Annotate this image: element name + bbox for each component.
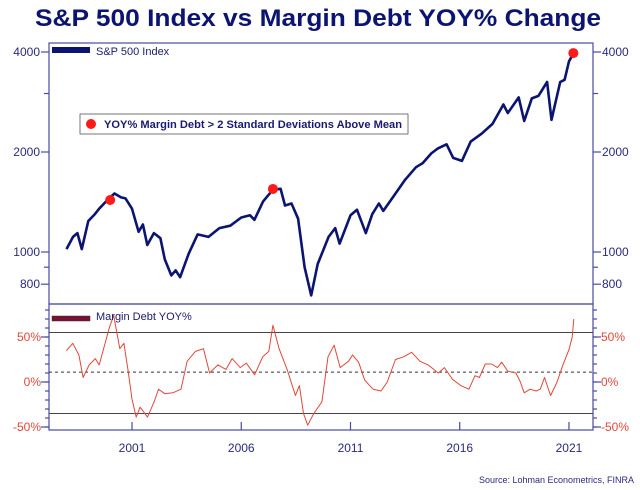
y-tick-label-left: 50%: [17, 330, 41, 344]
chart-title: S&P 500 Index vs Margin Debt YOY% Change: [35, 5, 601, 32]
marker-legend-label: YOY% Margin Debt > 2 Standard Deviations…: [104, 119, 402, 131]
y-tick-label-left: 0%: [24, 375, 42, 389]
margin-debt-legend-label: Margin Debt YOY%: [96, 311, 192, 323]
y-tick-label-right: -50%: [601, 420, 629, 434]
x-tick-label: 2001: [119, 441, 146, 455]
y-tick-label-left: 2000: [13, 145, 40, 159]
y-tick-label-left: 800: [20, 277, 40, 291]
margin-debt-signal-marker: [568, 48, 579, 59]
marker-legend-dot: [86, 119, 96, 129]
margin-debt-series-line: [66, 314, 575, 426]
y-tick-label-right: 2000: [602, 145, 629, 159]
x-tick-label: 2011: [338, 441, 364, 455]
y-tick-label-right: 1000: [602, 245, 629, 259]
source-note: Source: Lohman Econometrics, FINRA: [479, 475, 634, 485]
y-tick-label-left: 1000: [13, 245, 40, 259]
x-tick-label: 2021: [556, 441, 583, 455]
top-panel-frame: [48, 42, 594, 305]
x-tick-label: 2016: [446, 441, 473, 455]
sp500-series-line: [65, 53, 575, 297]
y-tick-label-right: 4000: [602, 45, 629, 59]
bottom-panel-frame: [48, 303, 594, 431]
top-panel: 4000 4000 2000 2000 1000 1000 800 800 S&P 500 I…: [13, 42, 629, 305]
x-tick-label: 2006: [228, 441, 255, 455]
y-tick-label-left: -50%: [13, 420, 41, 434]
sp500-legend-label: S&P 500 Index: [96, 46, 170, 58]
margin-debt-legend-swatch: [51, 315, 91, 322]
y-tick-label-right: 50%: [601, 330, 625, 344]
margin-debt-signal-marker: [267, 183, 278, 194]
y-tick-label-right: 0%: [601, 375, 619, 389]
y-tick-label-right: 800: [602, 277, 622, 291]
sp500-legend-swatch: [52, 47, 90, 53]
marker-legend-box: [79, 113, 409, 135]
y-tick-label-left: 4000: [13, 45, 40, 59]
bottom-panel: 50% 50% 0% 0% -50% -50% Margin Debt YOY% 2001…: [13, 303, 629, 455]
margin-debt-signal-marker: [105, 194, 116, 205]
